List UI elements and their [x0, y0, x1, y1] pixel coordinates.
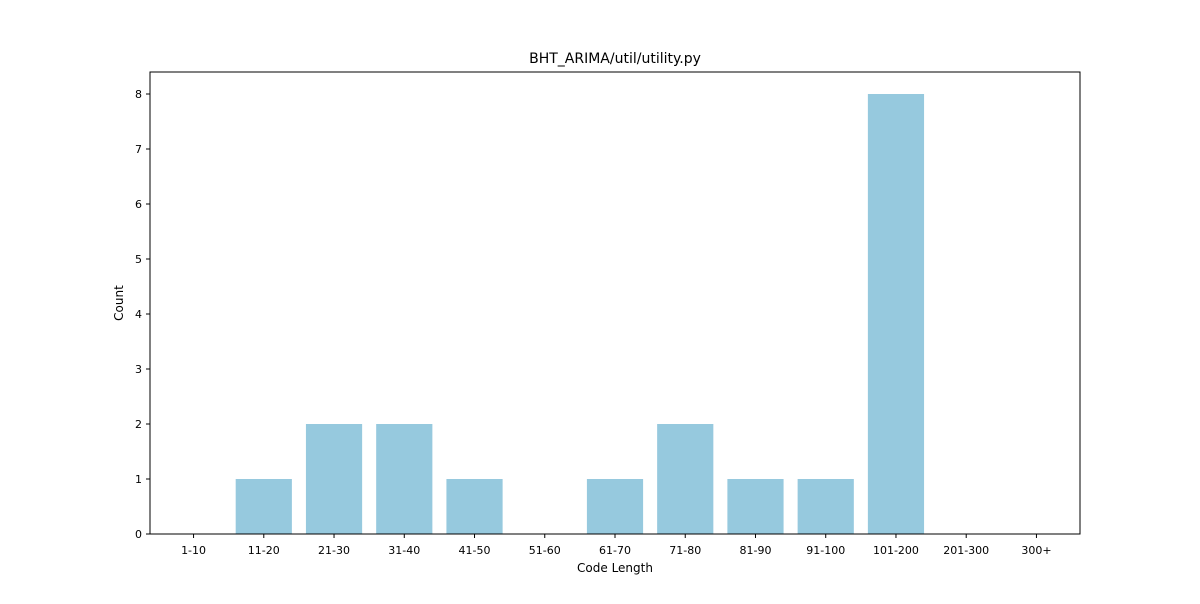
bar-101-200 — [867, 94, 925, 534]
x-tick-label: 61-70 — [599, 544, 631, 557]
plot-frame — [149, 71, 1081, 535]
y-tick-label: 6 — [135, 198, 142, 211]
bar-21-30 — [305, 424, 363, 534]
x-tick-label: 101-200 — [873, 544, 919, 557]
x-tick-label: 201-300 — [943, 544, 989, 557]
y-tick-label: 4 — [135, 308, 142, 321]
bar-61-70 — [586, 479, 644, 534]
x-tick-label: 81-90 — [739, 544, 771, 557]
bar-41-50 — [446, 479, 503, 534]
y-tick-label: 1 — [135, 473, 142, 486]
bar-31-40 — [376, 424, 433, 534]
x-tick-label: 91-100 — [806, 544, 845, 557]
y-axis-label: Count — [112, 285, 126, 321]
y-tick-label: 0 — [135, 528, 142, 541]
x-tick-label: 1-10 — [181, 544, 206, 557]
bar-81-90 — [727, 479, 784, 534]
y-tick-label: 2 — [135, 418, 142, 431]
bars — [235, 94, 925, 534]
x-axis-label: Code Length — [577, 561, 653, 575]
y-tick-label: 8 — [135, 88, 142, 101]
bar-91-100 — [797, 479, 854, 534]
x-tick-label: 11-20 — [248, 544, 280, 557]
x-tick-label: 31-40 — [388, 544, 420, 557]
y-tick-label: 3 — [135, 363, 142, 376]
y-axis-ticks: 0 1 2 3 4 5 6 7 8 — [135, 88, 150, 541]
x-tick-label: 41-50 — [459, 544, 491, 557]
y-tick-label: 7 — [135, 143, 142, 156]
x-tick-label: 300+ — [1021, 544, 1051, 557]
x-tick-label: 71-80 — [669, 544, 701, 557]
x-tick-label: 51-60 — [529, 544, 561, 557]
x-tick-label: 21-30 — [318, 544, 350, 557]
y-tick-label: 5 — [135, 253, 142, 266]
x-axis-ticks: 1-10 11-20 21-30 31-40 41-50 51-60 61-70 71-80 8… — [181, 534, 1052, 557]
bar-11-20 — [235, 479, 292, 534]
bar-71-80 — [657, 424, 714, 534]
chart-title: BHT_ARIMA/util/utility.py — [529, 51, 701, 67]
